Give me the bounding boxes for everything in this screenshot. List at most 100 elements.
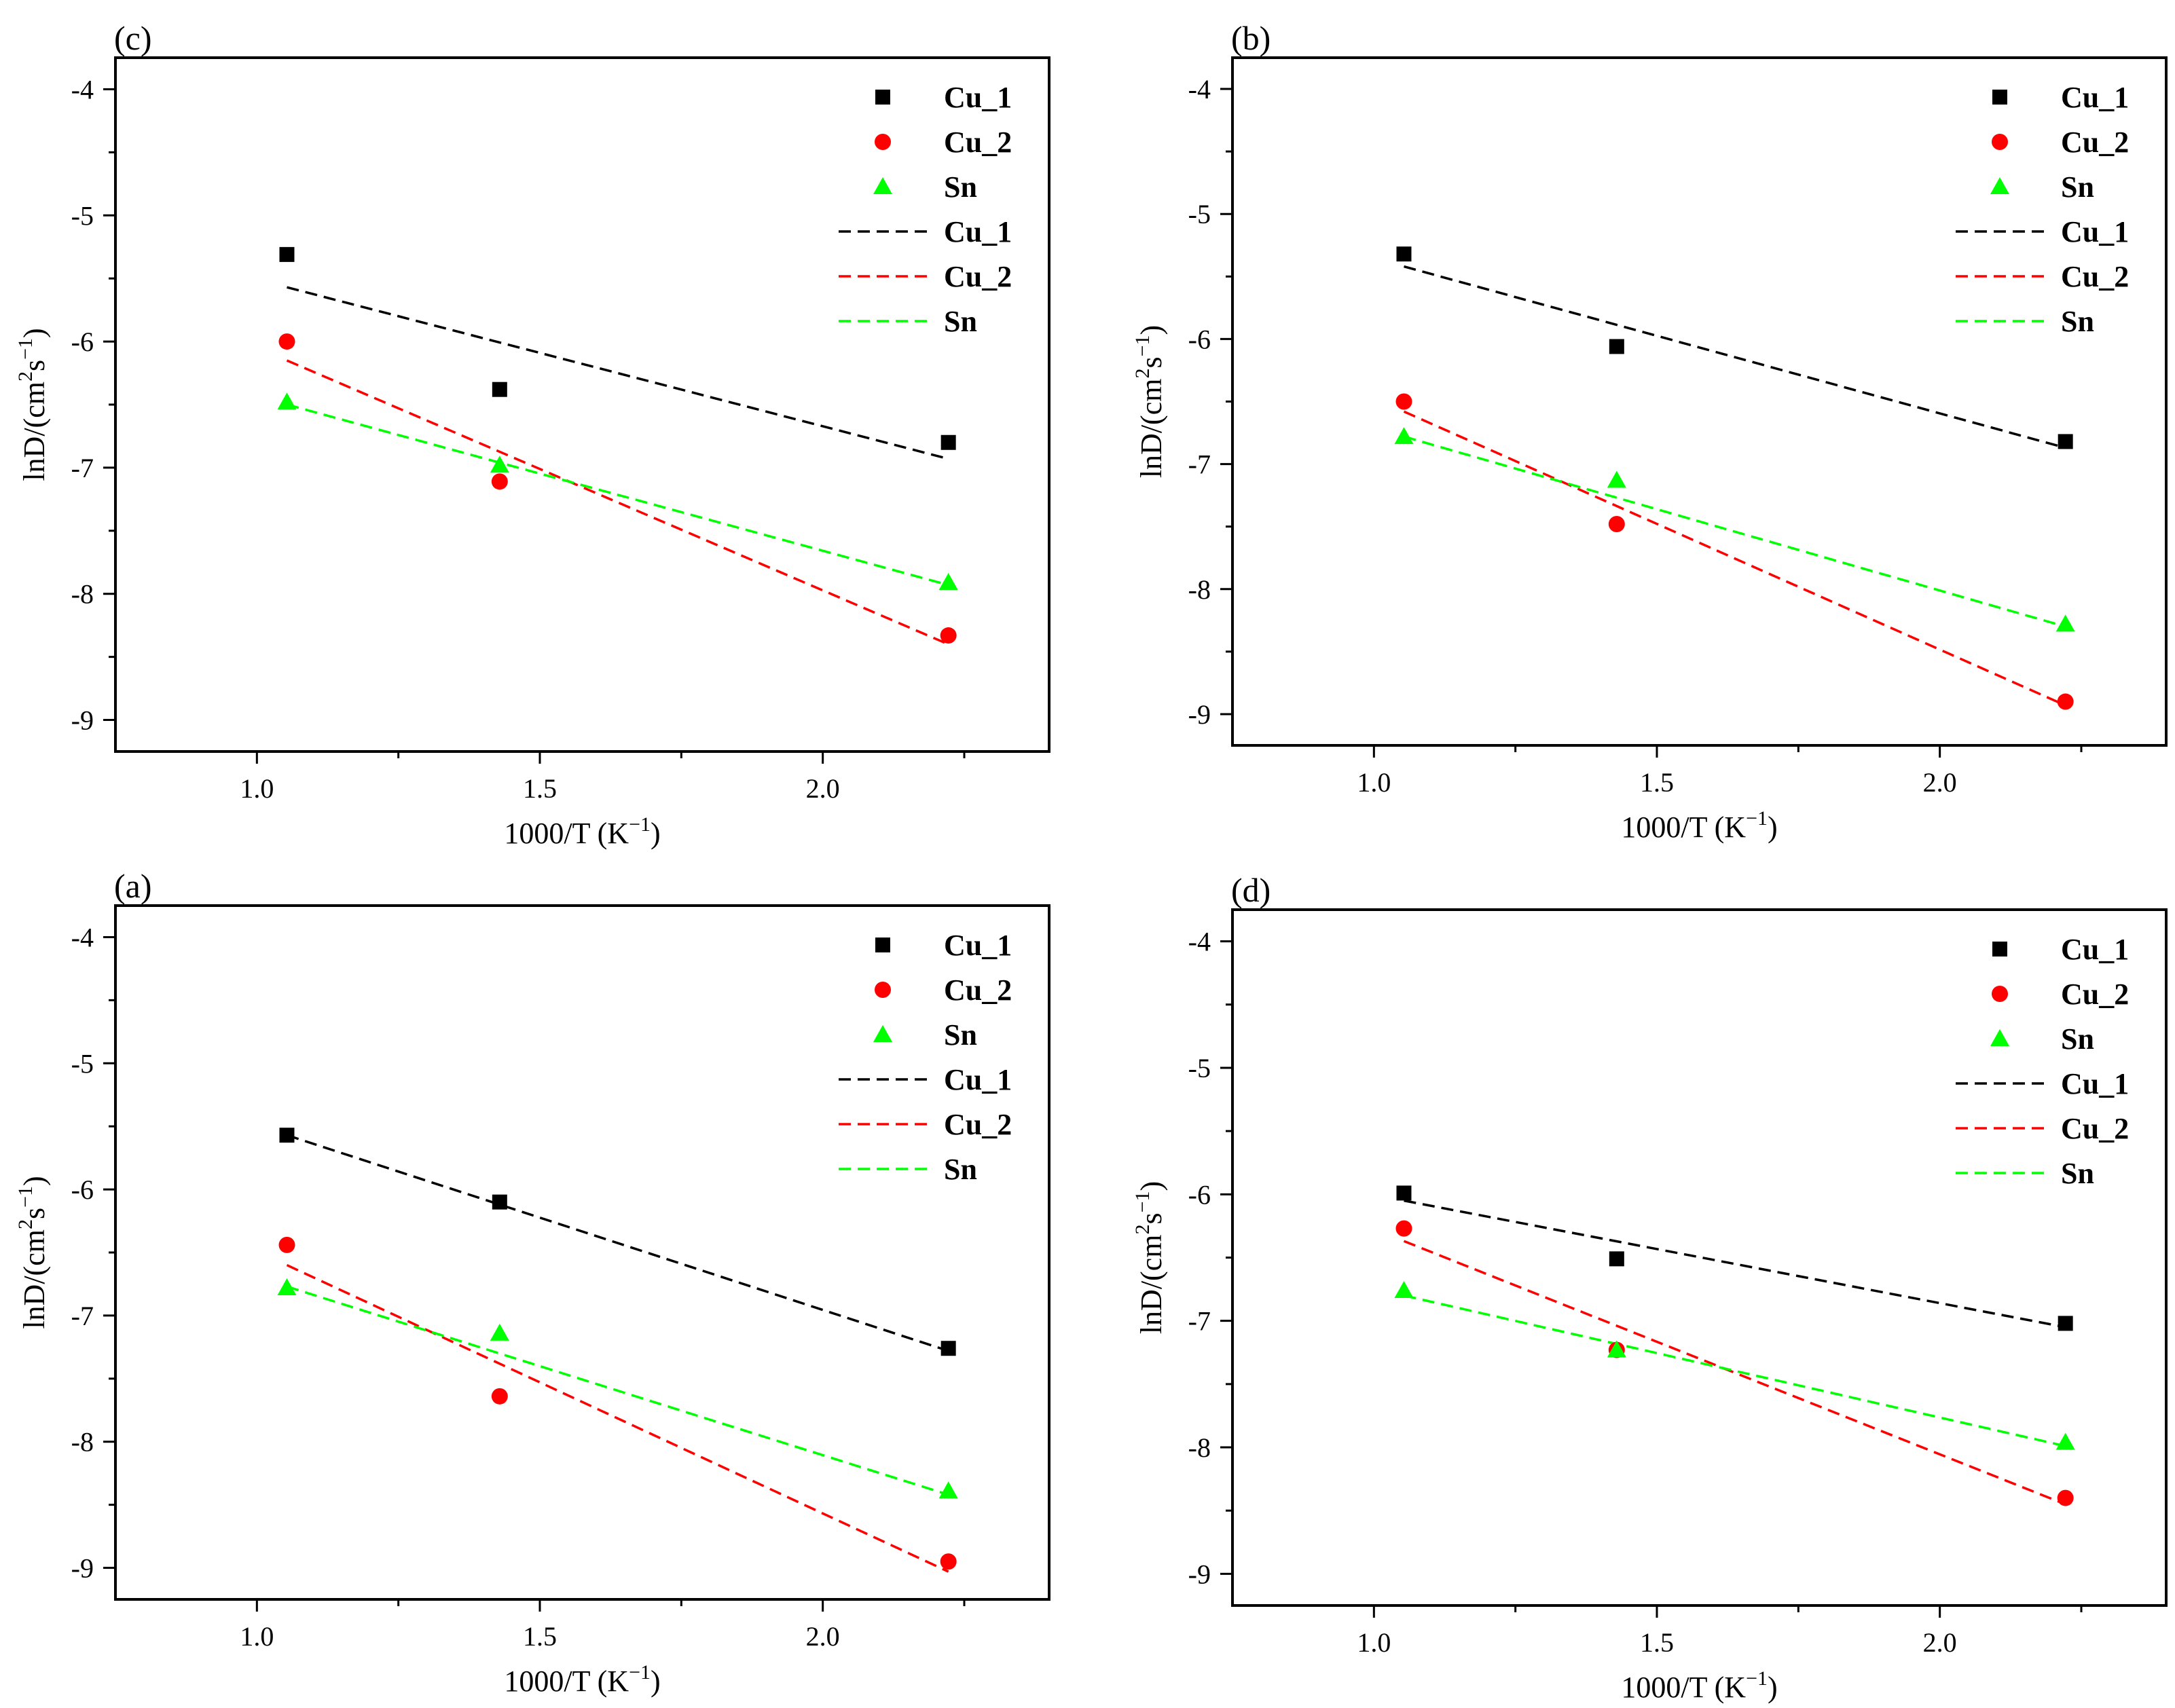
data-point-sn [490,456,509,473]
data-point-sn [1607,470,1626,488]
x-tick-label: 2.0 [1923,767,1957,798]
legend-label: Cu_2 [944,1108,1012,1141]
legend-marker-cu-1 [875,937,890,952]
data-point-sn [277,1278,297,1296]
y-tick-label: -8 [71,1427,94,1458]
data-point-cu-1 [279,1128,295,1143]
y-axis-title: lnD/(cm2s−1) [14,328,51,481]
legend-label: Sn [944,1018,977,1052]
x-axis-title-sup: −1 [629,813,651,836]
x-axis-title: 1000/T (K−1) [1621,1667,1777,1704]
fit-line-cu-2 [1403,1240,2066,1506]
y-axis-title-sup: −1 [14,338,37,360]
y-axis-title-close: ) [1135,325,1168,335]
data-point-cu-1 [1609,339,1624,354]
data-point-sn [938,1481,958,1499]
y-axis-title-mid: s [18,360,51,371]
data-point-sn [490,1323,509,1341]
y-tick-label: -9 [71,705,94,736]
data-point-cu-2 [1395,1220,1412,1237]
x-axis-title-close: ) [1768,1671,1778,1704]
x-axis-title-close: ) [651,1665,661,1698]
legend-label: Cu_2 [2061,126,2129,159]
x-tick-label: 2.0 [1923,1627,1957,1658]
y-axis-title-main: lnD/(cm [1135,1235,1168,1335]
y-axis-title-sup: 2 [1131,1225,1154,1235]
y-axis-title-sup: −1 [1131,335,1154,356]
data-point-cu-1 [2058,1316,2073,1331]
plot-frame [114,904,1050,1601]
x-tick-label: 2.0 [806,773,840,804]
legend-label: Sn [2061,305,2094,338]
x-tick-label: 1.5 [523,773,557,804]
fit-line-sn [1404,435,2066,628]
x-axis-title-close: ) [1768,811,1778,844]
x-axis-title-main: 1000/T (K [504,1665,629,1698]
x-axis-title: 1000/T (K−1) [1621,807,1777,844]
data-point-cu-2 [2057,693,2074,710]
legend-label: Cu_2 [944,973,1012,1007]
legend-marker-cu-1 [875,90,890,105]
data-point-sn [938,573,958,591]
legend-label: Cu_2 [944,260,1012,293]
y-tick-label: -7 [1188,1306,1211,1337]
y-tick-label: -6 [1188,1179,1211,1210]
x-axis-title: 1000/T (K−1) [504,813,660,850]
y-axis-title-sup: −1 [14,1186,37,1208]
legend-marker-sn [873,177,892,194]
data-point-cu-1 [1609,1251,1624,1267]
y-tick-label: -9 [1188,1559,1211,1589]
y-axis-title-main: lnD/(cm [18,1229,51,1329]
legend-label: Cu_1 [944,215,1012,248]
x-axis-title-sup: −1 [1746,807,1768,830]
data-point-cu-1 [2058,434,2073,449]
legend-marker-sn [1990,1029,2009,1046]
data-point-cu-2 [2057,1489,2074,1506]
x-axis-title-sup: −1 [629,1661,651,1684]
fit-line-cu-1 [286,1134,949,1352]
y-axis-title-main: lnD/(cm [18,382,51,481]
x-tick-label: 1.5 [1640,1627,1674,1658]
x-tick-label: 1.0 [240,773,274,804]
legend-marker-cu-2 [1992,986,2008,1002]
legend-label: Cu_2 [2061,978,2129,1011]
data-point-sn [277,392,297,410]
fit-line-sn [286,1285,949,1496]
y-tick-label: -5 [1188,199,1211,229]
legend-label: Cu_2 [2061,260,2129,293]
y-tick-label: -5 [71,200,94,231]
data-point-cu-1 [492,1194,507,1210]
y-tick-label: -7 [1188,449,1211,480]
x-axis-title-sup: −1 [1746,1667,1768,1690]
y-axis-title-mid: s [18,1208,51,1219]
x-tick-label: 1.0 [1357,1627,1391,1658]
y-axis-title-close: ) [18,328,51,338]
y-axis-title-mid: s [1135,1212,1168,1224]
y-axis-title-sup: 2 [14,1219,37,1229]
x-axis-title-main: 1000/T (K [1621,1671,1746,1704]
fit-line-cu-1 [1404,1199,2066,1329]
y-tick-label: -4 [1188,927,1211,957]
y-tick-label: -6 [1188,324,1211,354]
legend-marker-sn [873,1025,892,1042]
data-point-sn [1607,1340,1626,1358]
legend-label: Sn [944,170,977,204]
y-tick-label: -4 [71,74,94,105]
data-point-cu-2 [1608,515,1625,532]
plot-frame [1231,908,2168,1607]
legend-label: Cu_1 [944,929,1012,962]
fit-line-cu-1 [287,286,949,460]
panel-label: (a) [114,867,152,905]
y-axis-title-main: lnD/(cm [1135,379,1168,479]
data-point-cu-2 [278,333,295,350]
data-point-sn [1394,427,1414,445]
legend-marker-cu-2 [875,982,891,998]
legend: Cu_1 Cu_2 Sn Cu_1 Cu_2 Sn [1956,81,2129,338]
data-point-cu-2 [491,1388,508,1405]
data-point-cu-2 [940,627,957,644]
y-axis-title-mid: s [1135,356,1168,368]
legend-label: Sn [2061,170,2094,204]
